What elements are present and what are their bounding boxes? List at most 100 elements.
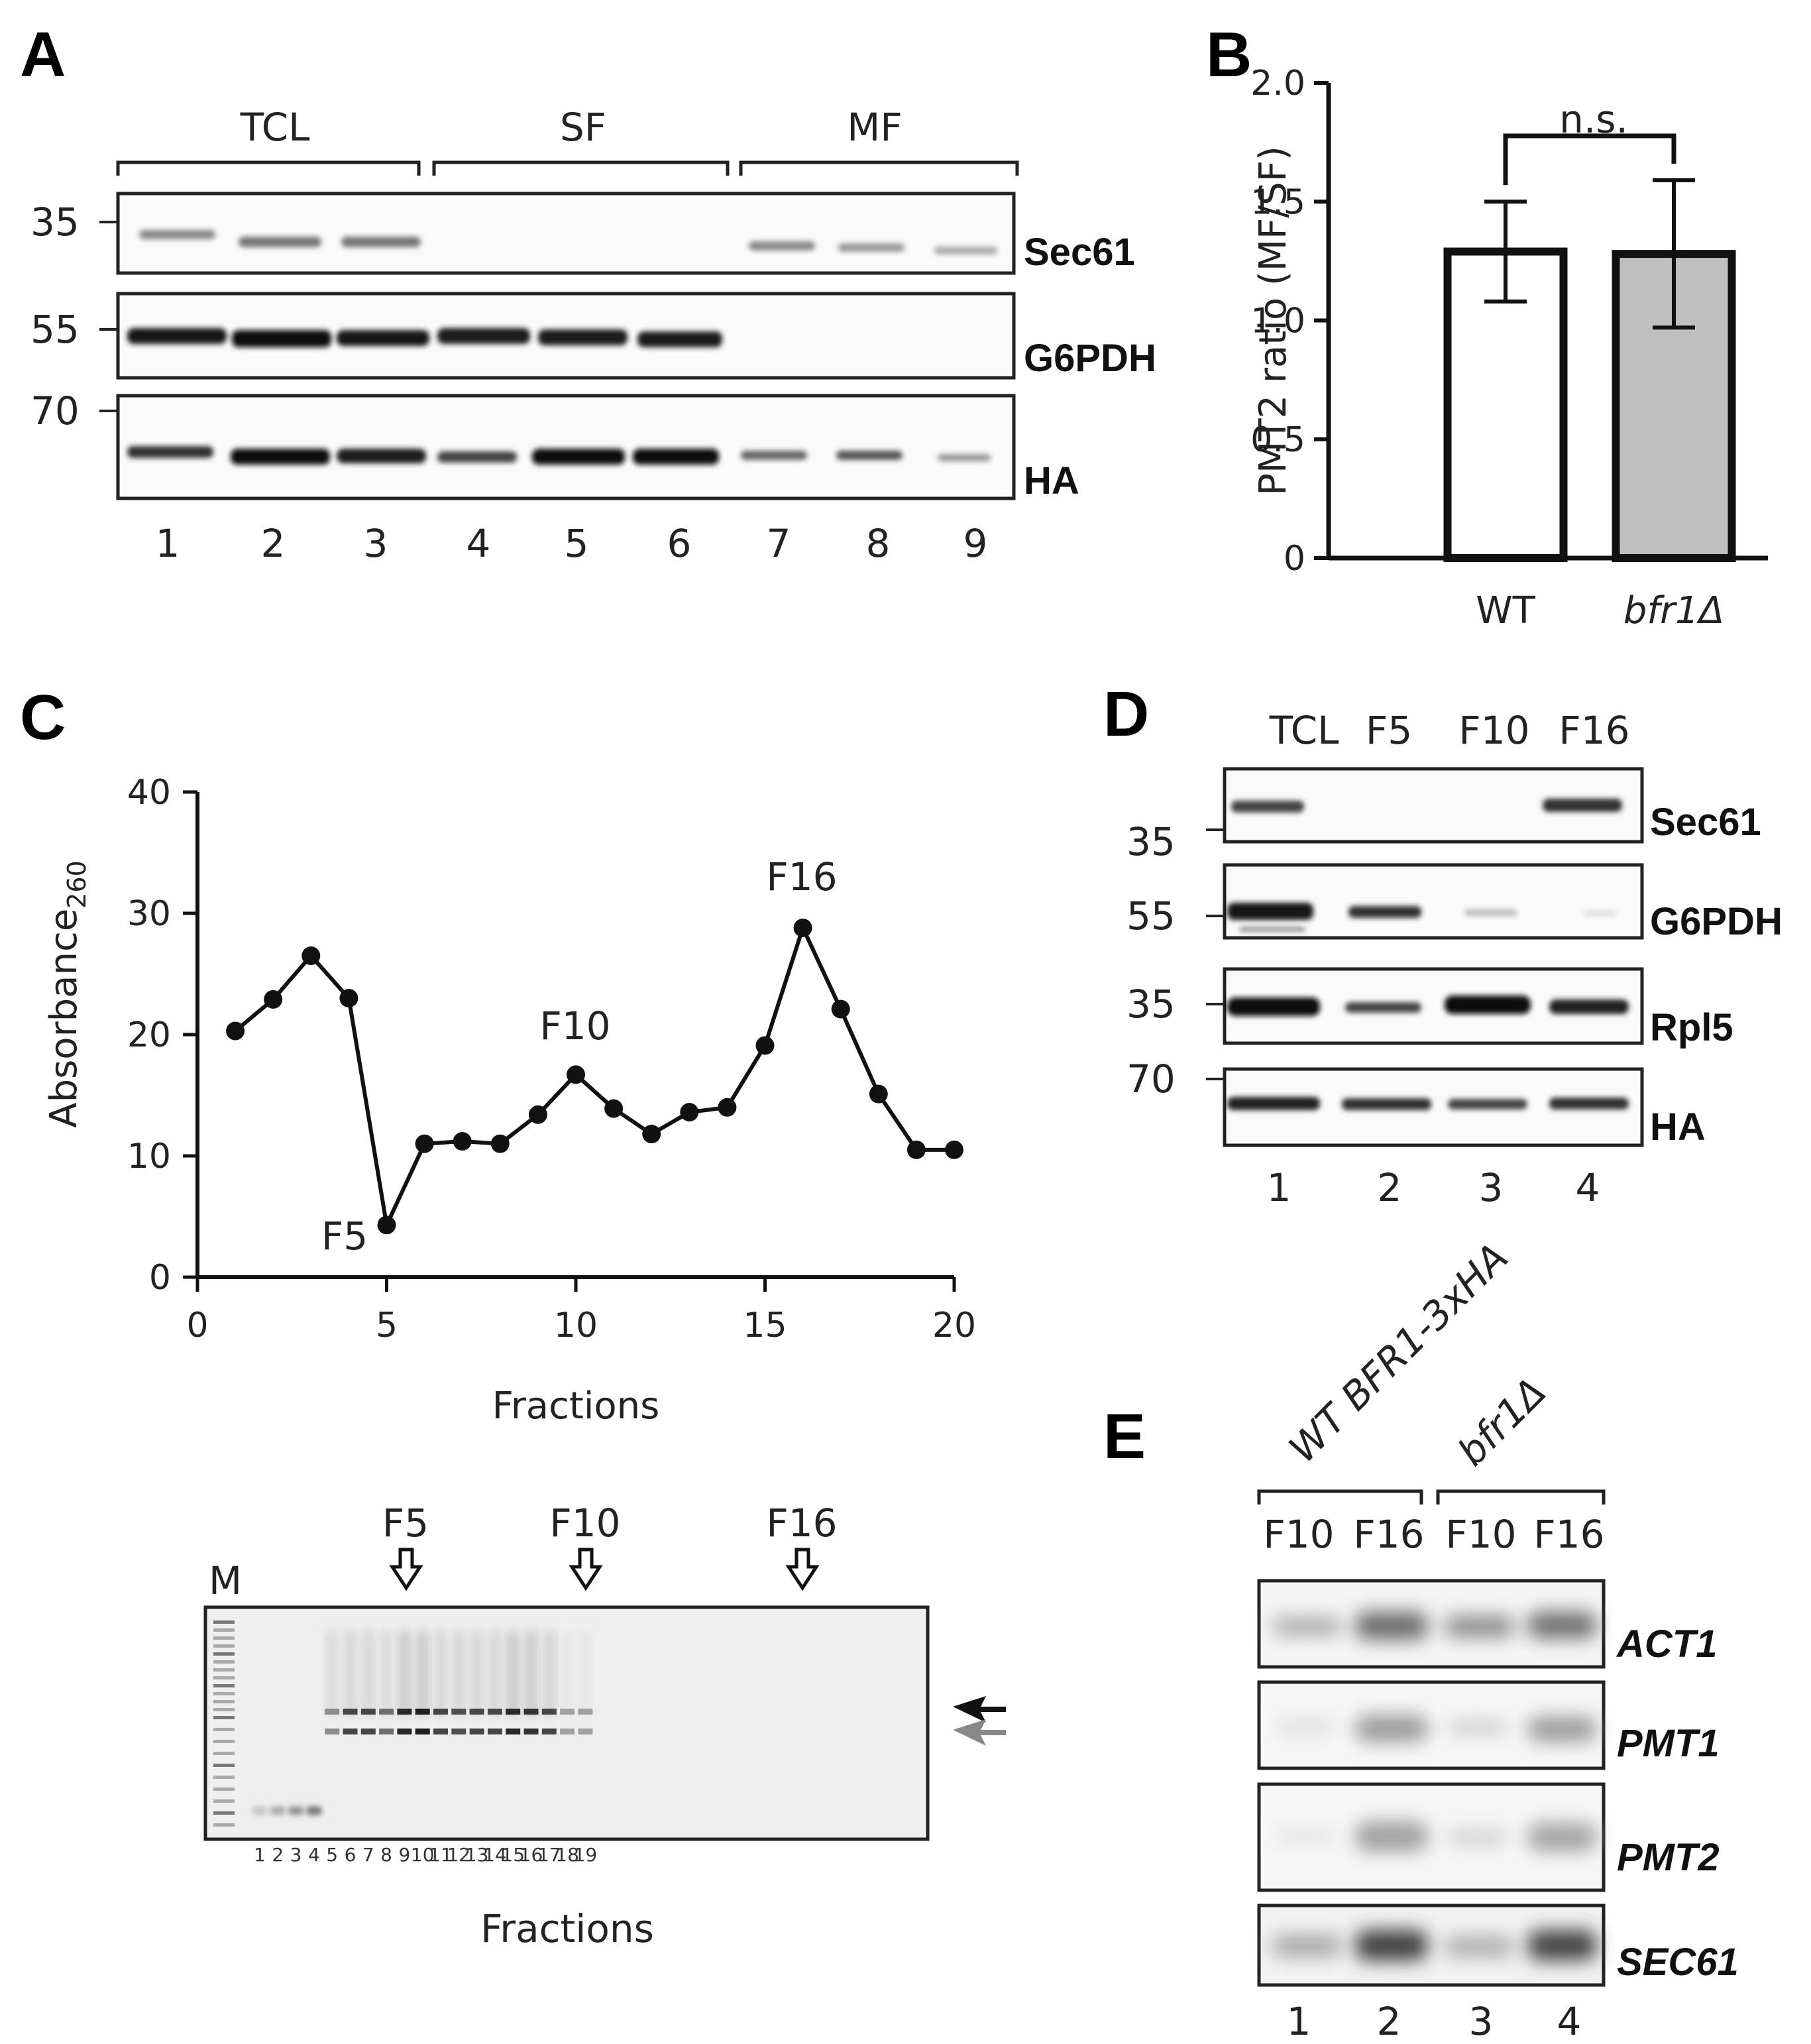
data-point <box>453 1132 472 1151</box>
lane-a-6: 6 <box>667 521 692 566</box>
data-point <box>377 1216 396 1235</box>
bar-chart: 0 0.5 1.0 1.5 2.0 PMT2 ratio (MF/SF) WT bfr1Δ <box>1250 64 1768 632</box>
lane-top-f5: F5 <box>1366 708 1412 753</box>
ladder-band <box>213 1692 235 1695</box>
data-point <box>302 946 321 966</box>
lane-a-8: 8 <box>866 521 891 566</box>
data-point <box>831 999 850 1019</box>
panel-d-letter: D <box>1103 679 1149 750</box>
x-tick-label: WT <box>1476 589 1535 632</box>
gel-band-upper <box>360 1709 376 1715</box>
annotation-f16: F16 <box>766 854 837 899</box>
data-point <box>567 1065 585 1084</box>
gel-smear <box>506 1630 520 1717</box>
panel-a: A TCL SF MF 35 Sec61 55 <box>20 19 1156 566</box>
panel-a-letter: A <box>20 19 66 90</box>
ladder-band <box>213 1728 235 1731</box>
gel-lane-number: 5 <box>326 1844 338 1866</box>
gel-x-axis-title: Fractions <box>480 1906 654 1951</box>
gel-band-lower <box>541 1729 557 1734</box>
y-tick-label: 30 <box>127 894 171 934</box>
data-point <box>680 1103 699 1122</box>
gel-band-low-mw <box>288 1806 304 1815</box>
gel-lanes <box>213 1620 593 1827</box>
data-point <box>718 1098 737 1117</box>
gel-band-lower <box>325 1729 340 1734</box>
ladder-band <box>213 1700 235 1703</box>
mw-a-35: 35 <box>30 199 80 245</box>
panel-b: B 0 0.5 1.0 1.5 2.0 PMT2 ratio (MF/SF) WT bfr1Δ… <box>1206 19 1768 632</box>
ladder-band <box>213 1776 235 1779</box>
blot-a-ha <box>116 394 1016 500</box>
bands-a-g6pdh <box>127 328 722 347</box>
x-tick-label: 5 <box>376 1306 398 1345</box>
lane-d-1: 1 <box>1267 1165 1291 1210</box>
data-point <box>945 1140 963 1159</box>
gel-lane-number: 13 <box>465 1844 489 1866</box>
gel-band-lower <box>487 1729 502 1734</box>
gel-smear <box>542 1630 556 1717</box>
lane-d-2: 2 <box>1378 1165 1402 1210</box>
x-tick-label: 20 <box>932 1306 976 1345</box>
gel-band-lower <box>506 1729 521 1734</box>
panel-d: D TCL F5 F10 F16 35 Sec61 55 G6PDH <box>1103 679 1783 1210</box>
gel-smear <box>488 1630 502 1717</box>
blot-d-g6pdh <box>1223 863 1644 940</box>
mw-d-55: 55 <box>1126 893 1176 938</box>
group-label-tcl: TCL <box>240 105 310 150</box>
band-label-d-sec61: Sec61 <box>1650 801 1761 844</box>
y-tick-label: 40 <box>127 773 171 813</box>
upper-band-arrow-icon <box>953 1696 1006 1723</box>
gel-band-upper <box>451 1709 466 1715</box>
lane-a-2: 2 <box>261 521 286 566</box>
gel-lane-number: 15 <box>501 1844 525 1866</box>
ladder-band <box>213 1752 235 1755</box>
gel-band-upper <box>578 1709 593 1715</box>
data-point <box>490 1134 510 1153</box>
data-point <box>339 989 358 1008</box>
gel-band-upper <box>415 1709 430 1715</box>
gel-smear <box>578 1630 592 1717</box>
gel-arrow-label-f10: F10 <box>549 1501 620 1546</box>
bracket-sf <box>432 160 730 176</box>
data-point <box>642 1125 661 1144</box>
significance-bracket <box>1503 133 1676 186</box>
blot-a-sec61 <box>116 192 1016 275</box>
significance-label: n.s. <box>1559 97 1628 142</box>
gel-band-lower <box>379 1729 394 1734</box>
lane-a-1: 1 <box>156 521 180 566</box>
data-point <box>793 918 812 937</box>
gel-lane-number: 19 <box>574 1844 598 1866</box>
y-tick-label: 0.5 <box>1250 420 1305 460</box>
gel-lane-number: 12 <box>447 1844 470 1866</box>
gel-band-lower <box>360 1729 376 1734</box>
gel-band-lower <box>415 1729 430 1734</box>
mw-d-35-mid: 35 <box>1126 982 1176 1027</box>
ladder-band <box>213 1676 235 1679</box>
lane-a-4: 4 <box>466 521 491 566</box>
bands-a-ha <box>127 446 991 465</box>
band-label-pmt2: PMT2 <box>1617 1836 1720 1879</box>
gel-lane-number: 9 <box>398 1844 410 1866</box>
panel-c-letter: C <box>20 682 66 753</box>
gel-marker-label: M <box>209 1558 242 1603</box>
lane-e-1: 1 <box>1287 1999 1311 2044</box>
ladder-band <box>213 1799 235 1803</box>
panel-e-letter: E <box>1103 1401 1146 1472</box>
strain-label-bfr1: bfr1Δ <box>1449 1369 1555 1475</box>
data-point <box>755 1036 775 1055</box>
ladder-band <box>213 1708 235 1711</box>
y-tick-label: 1.0 <box>1250 302 1305 341</box>
gel-lane-number: 8 <box>380 1844 392 1866</box>
x-tick-label: bfr1Δ <box>1623 589 1724 632</box>
y-tick-label: 2.0 <box>1250 64 1305 103</box>
down-arrow-icon <box>785 1548 820 1591</box>
band-label-pmt1: PMT1 <box>1617 1722 1720 1765</box>
ladder-band <box>213 1811 235 1815</box>
gel-smear <box>434 1630 447 1717</box>
bracket-mf <box>739 160 1019 176</box>
annotation-f5: F5 <box>321 1214 368 1259</box>
annotation-f10: F10 <box>539 1003 610 1049</box>
